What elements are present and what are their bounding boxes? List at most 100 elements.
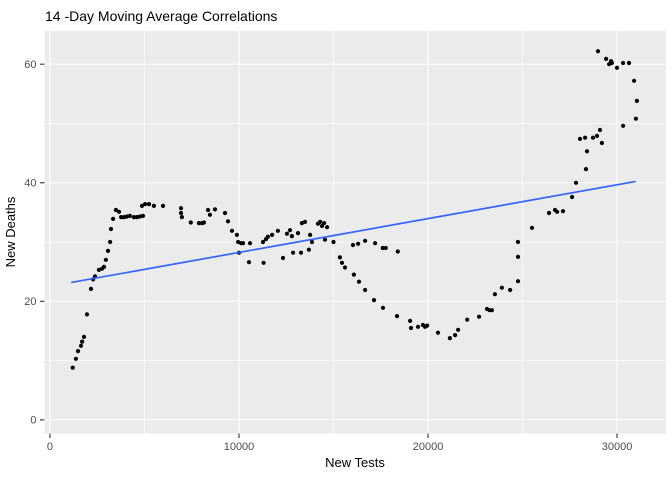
data-point (196, 221, 201, 226)
data-point (595, 49, 601, 54)
data-point (570, 194, 575, 200)
data-point (415, 324, 421, 329)
data-point (634, 98, 640, 103)
data-point (108, 239, 113, 245)
data-point (499, 285, 504, 290)
data-point (116, 209, 122, 214)
data-point (306, 247, 311, 252)
data-point (325, 225, 330, 230)
data-point (546, 210, 552, 216)
y-axis-tick-marks (40, 63, 45, 421)
data-point (318, 219, 323, 224)
data-point (395, 249, 400, 254)
data-point (309, 239, 315, 245)
data-point (363, 287, 368, 293)
y-tick-label: 60 (24, 59, 36, 71)
data-point (515, 254, 521, 259)
data-point (408, 318, 413, 323)
data-point (207, 212, 212, 217)
data-point (331, 239, 336, 245)
data-point (339, 260, 345, 265)
y-axis-tick-labels: 0 20 40 60 (24, 59, 36, 427)
data-point (111, 216, 116, 221)
data-point (633, 116, 639, 121)
data-point (584, 149, 590, 154)
data-point (119, 215, 124, 220)
data-point (205, 207, 211, 213)
data-point (295, 231, 301, 236)
data-point (127, 213, 132, 218)
data-point (291, 250, 296, 255)
data-point (356, 279, 362, 284)
data-point (265, 234, 270, 239)
data-point (151, 203, 156, 208)
data-point (105, 248, 111, 253)
data-point (146, 202, 152, 207)
data-point (453, 333, 458, 338)
data-point (322, 237, 328, 242)
data-point (632, 78, 637, 83)
data-point (594, 133, 600, 138)
x-tick-label: 30000 (602, 441, 633, 453)
data-point (108, 226, 114, 232)
data-point (508, 287, 513, 293)
data-point (139, 203, 145, 208)
data-point (240, 241, 246, 246)
data-point (298, 250, 304, 255)
data-point (101, 264, 107, 269)
data-point (178, 206, 184, 211)
data-point (604, 56, 609, 62)
data-point (597, 127, 603, 133)
data-point (75, 349, 81, 354)
data-point (621, 60, 626, 66)
data-point (160, 203, 166, 208)
data-point (280, 255, 286, 261)
data-point (287, 228, 293, 233)
data-point (103, 257, 108, 262)
data-point (131, 215, 136, 220)
x-tick-label: 20000 (413, 441, 444, 453)
data-point (614, 65, 620, 70)
x-axis-title: New Tests (325, 455, 385, 470)
data-point (583, 135, 588, 140)
data-point (247, 241, 253, 246)
data-point (275, 228, 280, 233)
x-axis-tick-marks (49, 433, 618, 438)
data-point (363, 238, 368, 243)
data-point (179, 215, 184, 220)
y-tick-label: 0 (30, 415, 36, 427)
x-tick-label: 0 (47, 441, 53, 453)
data-point (246, 260, 252, 265)
data-point (70, 365, 75, 370)
data-point (337, 255, 342, 260)
data-point (351, 272, 356, 277)
data-point (308, 232, 313, 237)
grid-minor-lines (44, 31, 666, 434)
data-point (73, 356, 78, 361)
data-point (590, 135, 596, 140)
data-point (80, 339, 85, 344)
data-point (371, 298, 377, 303)
data-point (188, 220, 193, 225)
y-tick-label: 20 (24, 296, 36, 308)
data-point (573, 180, 579, 185)
data-point (383, 245, 388, 251)
data-point (408, 325, 414, 331)
data-point (456, 327, 461, 332)
data-point (270, 232, 275, 237)
y-tick-label: 40 (24, 178, 36, 190)
data-point (319, 223, 325, 229)
data-point (234, 232, 239, 237)
data-point (394, 314, 400, 319)
data-point (626, 60, 632, 66)
data-point (260, 239, 266, 245)
data-point (515, 279, 521, 284)
data-point (342, 265, 348, 270)
x-tick-label: 10000 (224, 441, 255, 453)
data-point (302, 219, 308, 224)
data-point (477, 314, 482, 319)
data-point (229, 228, 235, 233)
data-point (583, 167, 589, 172)
